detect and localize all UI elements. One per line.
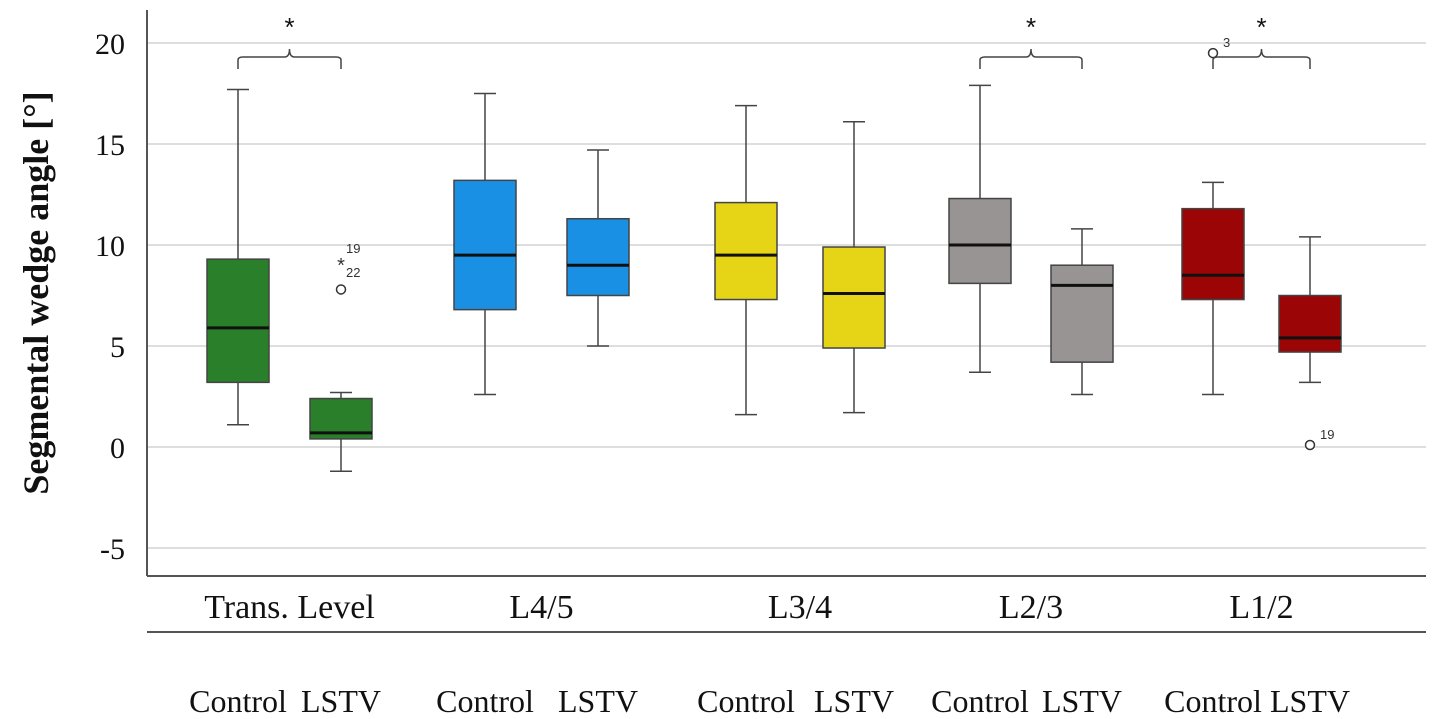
category-label: Control [931,683,1029,719]
box-l3-4-control [714,104,778,416]
group-label: L3/4 [768,589,832,626]
box-l3-4-lstv [822,121,886,414]
iqr-box [1050,264,1114,363]
axes [146,10,1426,633]
iqr-box [1278,294,1342,353]
labels: -5 0 5 10 15 20 Segmental wedge angle [°] Trans… [16,28,1350,719]
box-l1-2-control: 3 [1181,35,1245,396]
iqr-box [566,217,630,297]
category-label: Control [697,683,795,719]
y-tick-label: -5 [100,533,125,566]
outlier-label: 19 [346,241,360,256]
box-l4-5-control [453,92,517,396]
significance-markers: * * * [237,12,1311,69]
extreme-outlier-point: * [337,255,345,277]
category-label: LSTV [558,683,638,719]
outlier-point [1304,439,1316,451]
group-label: L4/5 [509,589,573,626]
outlier-label: 22 [346,265,360,280]
box-l2-3-lstv [1050,228,1114,396]
iqr-box [822,246,886,349]
y-tick-label: 20 [95,28,125,61]
significance-bracket [979,48,1083,69]
significance-marker: * [1026,12,1036,42]
significance-bracket [237,48,342,69]
y-axis-label: Segmental wedge angle [°] [16,91,56,494]
outlier-point [1207,47,1219,59]
outlier-point [335,284,347,295]
outlier-label: 3 [1223,35,1230,50]
box-trans-level-control [206,88,270,426]
y-tick-label: 0 [110,432,125,465]
box-trans-level-lstv: *19 22 [309,241,373,472]
iqr-box [206,258,270,384]
group-label: L2/3 [999,589,1063,626]
iqr-box [1181,207,1245,301]
gridlines [147,42,1426,549]
outlier-label: 19 [1320,427,1334,442]
category-label: LSTV [814,683,894,719]
significance-marker: * [1256,12,1266,42]
category-label: LSTV [301,683,381,719]
iqr-box [948,197,1012,285]
y-tick-label: 5 [110,331,125,364]
iqr-box [453,179,517,311]
significance-bracket [1212,48,1311,69]
y-tick-label: 10 [95,230,125,263]
group-label: Trans. Level [204,589,375,626]
category-label: LSTV [1042,683,1122,719]
category-label: Control [189,683,287,719]
box-l4-5-lstv [566,149,630,347]
category-label: LSTV [1270,683,1350,719]
box-l2-3-control [948,84,1012,374]
box-l1-2-lstv: 19 [1278,236,1342,451]
y-tick-label: 15 [95,129,125,162]
significance-marker: * [284,12,294,42]
group-label: L1/2 [1229,589,1293,626]
iqr-box [714,201,778,301]
category-label: Control [1164,683,1262,719]
category-label: Control [436,683,534,719]
